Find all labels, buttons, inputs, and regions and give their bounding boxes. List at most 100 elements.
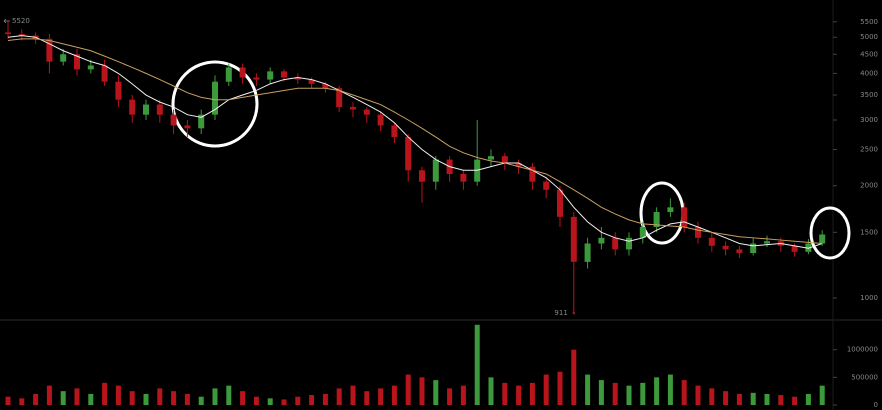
candle-body [74,54,80,70]
volume-bar [378,388,384,405]
candle-body [267,71,274,80]
candle-body [750,243,757,254]
candle-body [87,65,94,70]
candle-body [5,32,11,35]
volume-bar [364,391,370,405]
volume-bar [805,393,811,405]
moving-average [7,35,823,249]
volume-bar [102,382,108,405]
y-tick-label: 1500 [860,228,878,236]
candle-body [764,241,770,244]
volume-bar [723,391,729,405]
volume-bar [433,380,439,405]
candle-body [156,104,163,115]
volume-bar [557,371,563,405]
candle-body [612,237,619,250]
candle-body [791,245,798,252]
candle-body [294,77,301,80]
candle-body [405,137,412,171]
volume-bar [792,396,798,405]
volume-bar [750,392,756,405]
volume-bar [281,399,287,405]
candle-body [129,99,136,115]
high-label: 5520 [12,17,30,25]
volume-bar [529,382,535,405]
candle-body [212,81,218,115]
volume-bar [184,393,190,405]
volume-bar [516,385,522,405]
candle-body [460,173,467,182]
volume-bar [681,380,687,405]
volume-bar [226,385,232,405]
candle-body [626,237,632,250]
candle-body [543,181,550,190]
volume-bar [74,388,80,405]
candle-body [184,125,191,129]
volume-bar [585,374,591,405]
circle [639,181,685,245]
candle-body [488,156,494,160]
circle [809,206,851,260]
volume-bar [129,391,135,405]
volume-bar [267,398,273,405]
candle-body [736,249,743,254]
candle-body [570,216,577,262]
volume-bar [502,382,508,405]
candle-body [198,114,205,129]
volume-bar [322,393,328,405]
volume-bar [612,382,618,405]
y-tick-label: 2000 [860,182,878,190]
candle-body [557,189,563,217]
candle-body [819,234,826,244]
y-tick-label: 5000 [860,33,878,41]
volume-bar [115,385,121,405]
candle-body [667,207,674,213]
moving-average [7,38,823,244]
candle-body [115,81,122,100]
volume-bar [350,385,356,405]
volume-tick-label: 0 [874,401,878,409]
candle-body [708,237,715,246]
candle-body [46,38,53,62]
volume-bar [447,388,453,405]
candle-body [515,163,522,167]
y-tick-label: 3000 [860,116,878,124]
volume-bar [405,374,411,405]
candle-body [363,109,370,115]
y-tick-label: 3500 [860,91,878,99]
volume-bar [33,393,39,405]
volume-bar [212,388,218,405]
volume-bar [543,374,549,405]
circle [171,60,259,148]
candle-body [350,107,356,110]
volume-bar [419,377,425,405]
volume-bar [5,396,11,405]
candle-body [239,67,246,78]
volume-bar [571,349,577,405]
volume-bar [336,388,342,405]
volume-bar [391,385,397,405]
volume-tick-label: 1000000 [847,346,878,354]
candle-body [805,243,812,252]
candle-body [722,245,729,250]
low-label: 911 [554,309,567,317]
volume-bar [626,385,632,405]
volume-bar [474,324,480,405]
candle-body [170,114,177,126]
volume-bar [709,388,715,405]
candle-body [322,83,329,89]
volume-bar [157,388,163,405]
candle-body [336,88,343,108]
volume-bar [460,385,466,405]
volume-bar [778,395,784,405]
volume-bar [598,380,604,405]
candle-body [501,156,508,164]
candle-body [377,114,384,126]
volume-bar [640,382,646,405]
y-tick-label: 4500 [860,50,878,58]
volume-bar [309,395,315,405]
volume-bar [60,391,66,405]
candle-body [281,71,287,78]
candle-body [695,227,701,238]
